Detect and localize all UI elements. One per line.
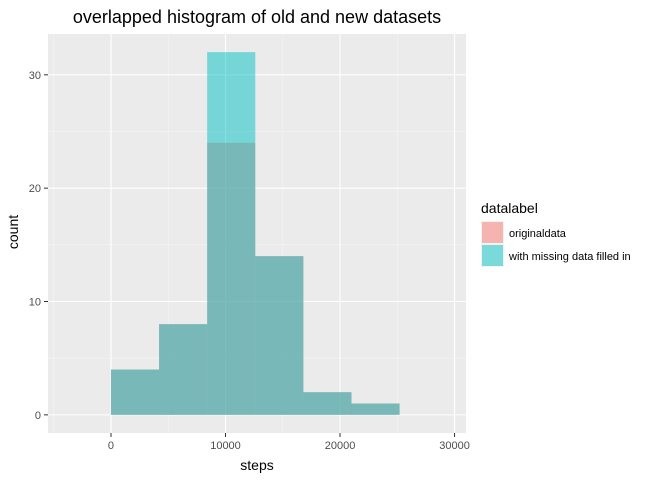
bar-series-2-bin-5 [303, 392, 352, 415]
legend-title: datalabel [481, 200, 538, 216]
bar-series-2-bin-1 [110, 369, 160, 415]
bar-series-2-bin-6 [351, 403, 400, 415]
legend: datalabel originaldata with missing data … [481, 200, 631, 267]
y-tick-label: 30 [29, 70, 41, 82]
bar-series-2-bin-3 [207, 52, 256, 415]
bar-series-2-bin-2 [159, 324, 208, 415]
y-tick-label: 10 [29, 297, 41, 309]
y-axis: 0 10 20 30 [29, 70, 48, 422]
x-axis: 0 10000 20000 30000 [108, 433, 470, 452]
x-tick-label: 10000 [210, 440, 241, 452]
y-axis-title: count [5, 215, 21, 249]
legend-label: originaldata [509, 228, 567, 240]
legend-label: with missing data filled in [508, 251, 631, 263]
grid-minor [48, 34, 466, 433]
bar-series-2-bin-4 [255, 256, 304, 415]
x-axis-title: steps [240, 457, 273, 473]
bars [110, 52, 400, 415]
y-tick-label: 0 [35, 410, 41, 422]
y-tick-label: 20 [29, 183, 41, 195]
chart-title: overlapped histogram of old and new data… [73, 7, 441, 27]
x-tick-label: 30000 [439, 440, 470, 452]
x-tick-label: 20000 [325, 440, 356, 452]
legend-swatch [482, 222, 503, 243]
x-tick-label: 0 [108, 440, 114, 452]
legend-swatch [482, 245, 503, 266]
